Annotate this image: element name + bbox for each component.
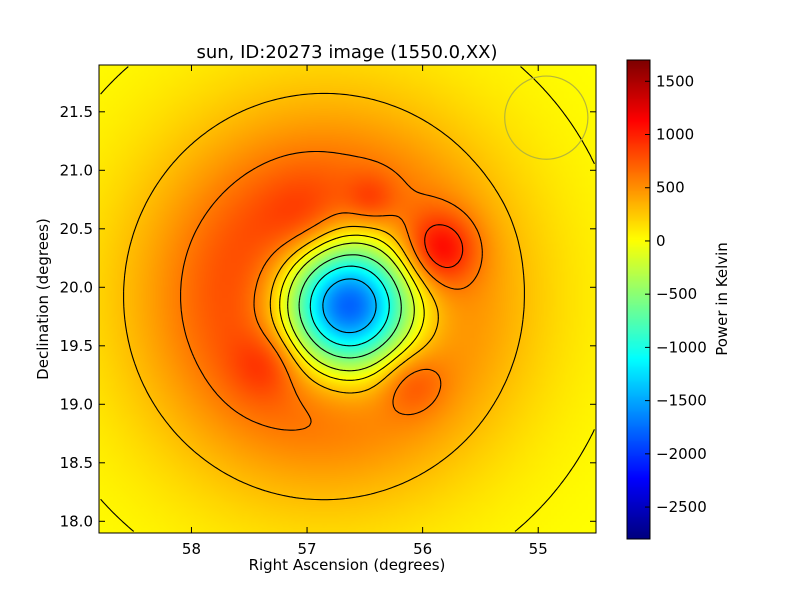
colorbar-tick-label: −1000 bbox=[656, 338, 707, 356]
colorbar-tick-label: −1500 bbox=[656, 392, 707, 410]
x-axis-ticks: 58 57 56 55 bbox=[182, 65, 548, 558]
y-tick-label: 21.5 bbox=[60, 103, 93, 121]
x-tick-label: 56 bbox=[413, 540, 432, 558]
colorbar-tick-label: 0 bbox=[656, 232, 666, 250]
contour-level bbox=[123, 92, 525, 501]
plot-frame bbox=[98, 64, 597, 534]
contour-level bbox=[322, 278, 377, 334]
colorbar-tick-label: 500 bbox=[656, 179, 685, 197]
contour-level bbox=[424, 224, 464, 269]
y-tick-label: 20.0 bbox=[60, 278, 93, 296]
beam-circle bbox=[504, 75, 589, 160]
chart-title: sun, ID:20273 image (1550.0,XX) bbox=[196, 42, 497, 63]
y-tick-label: 21.0 bbox=[60, 161, 93, 179]
contour-level bbox=[180, 150, 483, 431]
contour-level bbox=[100, 66, 595, 532]
y-axis-ticks: 18.0 18.5 19.0 19.5 20.0 20.5 21.0 21.5 bbox=[60, 103, 596, 530]
x-tick-label: 55 bbox=[529, 540, 548, 558]
contour-level bbox=[298, 254, 402, 359]
x-axis-label: Right Ascension (degrees) bbox=[249, 556, 446, 574]
contour-level bbox=[287, 242, 415, 372]
colorbar-tick-label: −2000 bbox=[656, 445, 707, 463]
colorbar-tick-label: 1000 bbox=[656, 126, 694, 144]
x-tick-label: 58 bbox=[182, 540, 201, 558]
contour-lines bbox=[100, 66, 595, 532]
colorbar-gradient bbox=[627, 60, 650, 539]
y-tick-label: 18.5 bbox=[60, 454, 93, 472]
y-axis-label: Declination (degrees) bbox=[34, 218, 52, 380]
colorbar-tick-label: −500 bbox=[656, 285, 697, 303]
y-tick-label: 18.0 bbox=[60, 512, 93, 530]
contour-level bbox=[309, 265, 390, 347]
colorbar-frame bbox=[626, 59, 651, 540]
colorbar-ticks: 1500 1000 500 0 −500 −1000 −1500 −2000 −2500 bbox=[645, 72, 707, 516]
colorbar-tick-label: −2500 bbox=[656, 498, 707, 516]
colorbar-label: Power in Kelvin bbox=[713, 242, 731, 356]
colorbar-tick-label: 1500 bbox=[656, 72, 694, 90]
heatmap-image bbox=[99, 65, 596, 533]
y-tick-label: 20.5 bbox=[60, 220, 93, 238]
y-tick-label: 19.5 bbox=[60, 337, 93, 355]
y-tick-label: 19.0 bbox=[60, 395, 93, 413]
x-tick-label: 57 bbox=[297, 540, 316, 558]
